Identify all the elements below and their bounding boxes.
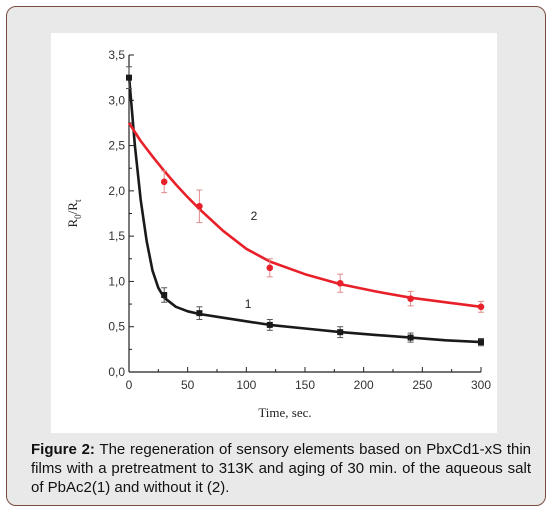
x-tick-label: 50 [181, 378, 195, 392]
chart-svg: 0 50 100 150 200 250 300 0,0 0,5 1,0 1,5 2,0 2,5 3,0 3… [65, 48, 491, 420]
series-2-point [266, 264, 274, 272]
x-axis-label: Time, sec. [258, 405, 311, 420]
series-1-point [126, 74, 132, 81]
figure-frame: 0 50 100 150 200 250 300 0,0 0,5 1,0 1,5 2,0 2,5 3,0 3… [6, 6, 546, 506]
series-1-fit-line [127, 75, 482, 344]
series-1-point [196, 310, 203, 317]
series-2-point [407, 295, 414, 302]
x-tick-label: 150 [295, 378, 315, 392]
series-1-point [407, 334, 414, 341]
x-tick-label: 100 [236, 378, 256, 392]
y-tick-label: 1,5 [108, 229, 125, 243]
chart-area: 0 50 100 150 200 250 300 0,0 0,5 1,0 1,5 2,0 2,5 3,0 3… [51, 33, 497, 433]
caption-text: The regeneration of sensory elements bas… [31, 441, 532, 496]
series-2-point [336, 279, 344, 287]
x-tick-label: 0 [126, 378, 133, 392]
x-tick-label: 200 [354, 378, 374, 392]
series-annotation-2: 2 [251, 209, 258, 223]
caption-label: Figure 2: [31, 441, 95, 458]
series-1-point [266, 321, 273, 328]
series-2-point [160, 178, 168, 186]
series-1-point [337, 329, 344, 336]
series-2-point [196, 202, 203, 210]
y-tick-label: 0,0 [108, 365, 125, 379]
x-tick-label: 250 [412, 378, 432, 392]
y-tick-label: 3,0 [108, 93, 125, 107]
x-tick-label: 300 [471, 378, 491, 392]
series-1-point [161, 292, 168, 299]
series-2-point [477, 303, 485, 311]
y-tick-label: 3,5 [108, 48, 125, 62]
y-tick-label: 2,0 [108, 184, 125, 198]
series-2-fit-line [127, 122, 482, 309]
y-tick-label: 1,0 [108, 274, 125, 288]
y-tick-label: 0,5 [108, 320, 125, 334]
figure-caption: Figure 2: The regeneration of sensory el… [31, 440, 531, 497]
series-1-point [478, 339, 484, 346]
series-annotation-1: 1 [245, 297, 252, 311]
y-tick-label: 2,5 [108, 139, 125, 153]
y-axis-label: R0/Rt [65, 199, 83, 227]
